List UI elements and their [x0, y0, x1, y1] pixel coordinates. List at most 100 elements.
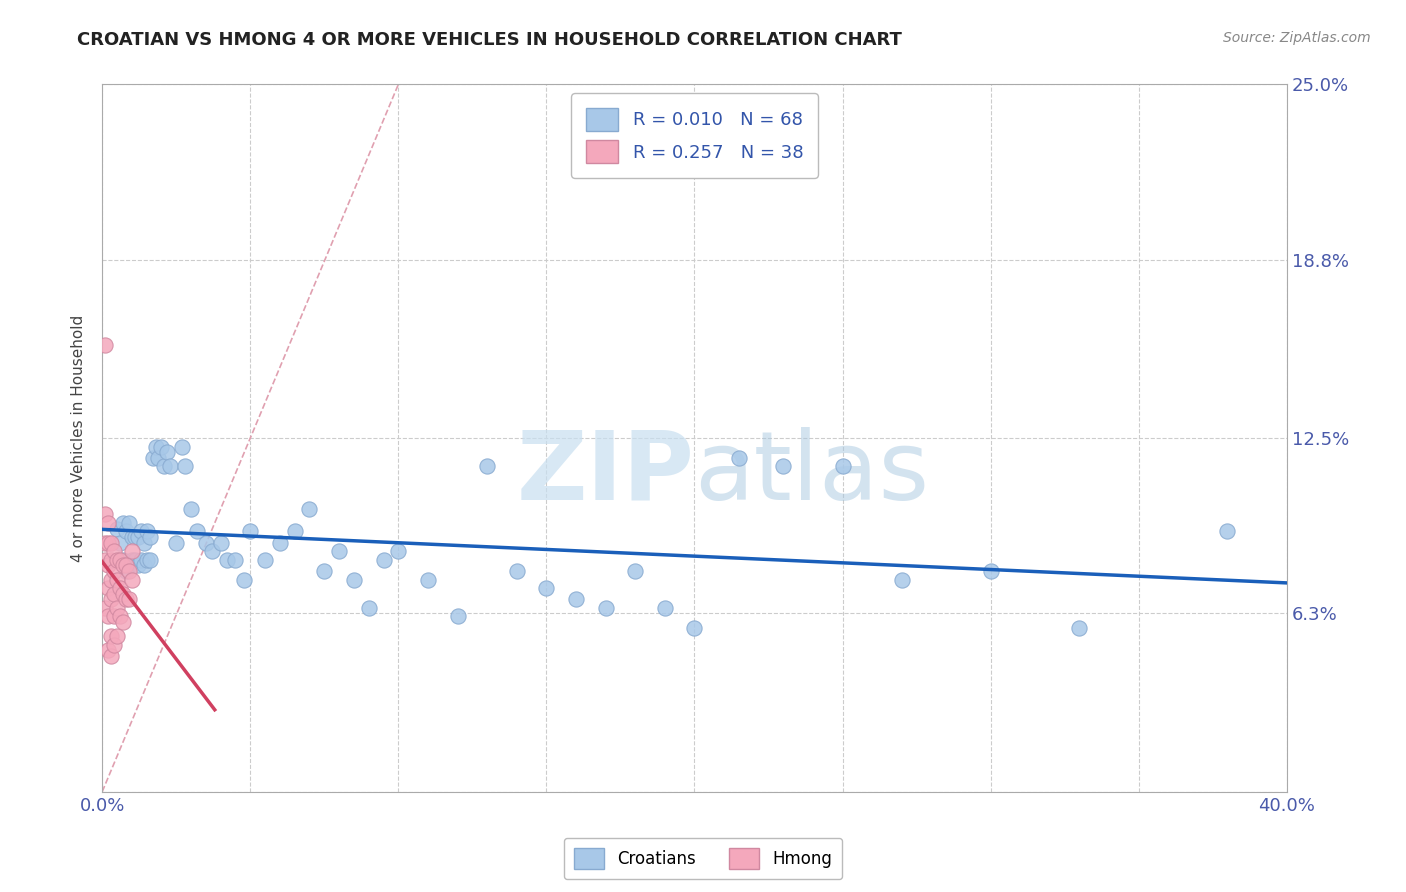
Point	[683, 621, 706, 635]
Point	[108, 609, 131, 624]
Point	[298, 501, 321, 516]
Point	[624, 564, 647, 578]
Legend: Croatians, Hmong: Croatians, Hmong	[564, 838, 842, 880]
Point	[314, 564, 336, 578]
Point	[239, 524, 262, 539]
Point	[118, 558, 141, 573]
Point	[475, 459, 498, 474]
Point	[328, 544, 350, 558]
Point	[654, 600, 676, 615]
Point	[127, 530, 149, 544]
Point	[174, 459, 197, 474]
Point	[105, 573, 128, 587]
Point	[108, 552, 131, 566]
Point	[103, 544, 125, 558]
Point	[194, 535, 217, 549]
Point	[100, 573, 122, 587]
Point	[100, 552, 122, 566]
Point	[118, 564, 141, 578]
Point	[156, 445, 179, 459]
Point	[111, 516, 134, 530]
Point	[97, 558, 120, 573]
Point	[387, 544, 409, 558]
Point	[831, 459, 853, 474]
Point	[111, 615, 134, 629]
Point	[284, 524, 307, 539]
Text: ZIP: ZIP	[516, 427, 695, 520]
Point	[97, 516, 120, 530]
Point	[772, 459, 794, 474]
Point	[111, 587, 134, 601]
Point	[103, 564, 125, 578]
Point	[97, 643, 120, 657]
Point	[132, 558, 155, 573]
Point	[115, 592, 138, 607]
Point	[121, 552, 143, 566]
Point	[343, 573, 366, 587]
Point	[138, 552, 160, 566]
Point	[103, 638, 125, 652]
Point	[94, 508, 117, 522]
Point	[129, 552, 152, 566]
Point	[111, 558, 134, 573]
Point	[165, 535, 187, 549]
Point	[105, 600, 128, 615]
Point	[94, 552, 117, 566]
Point	[890, 573, 912, 587]
Point	[186, 524, 208, 539]
Text: CROATIAN VS HMONG 4 OR MORE VEHICLES IN HOUSEHOLD CORRELATION CHART: CROATIAN VS HMONG 4 OR MORE VEHICLES IN …	[77, 31, 903, 49]
Text: Source: ZipAtlas.com: Source: ZipAtlas.com	[1223, 31, 1371, 45]
Point	[595, 600, 617, 615]
Point	[209, 535, 232, 549]
Point	[94, 600, 117, 615]
Point	[1216, 524, 1239, 539]
Point	[132, 535, 155, 549]
Point	[357, 600, 380, 615]
Point	[135, 524, 157, 539]
Point	[1069, 621, 1091, 635]
Point	[180, 501, 202, 516]
Point	[105, 629, 128, 643]
Point	[153, 459, 176, 474]
Point	[215, 552, 238, 566]
Point	[506, 564, 529, 578]
Legend: R = 0.010   N = 68, R = 0.257   N = 38: R = 0.010 N = 68, R = 0.257 N = 38	[571, 94, 818, 178]
Point	[115, 558, 138, 573]
Point	[138, 530, 160, 544]
Point	[127, 558, 149, 573]
Point	[121, 530, 143, 544]
Point	[124, 552, 146, 566]
Point	[536, 581, 558, 595]
Point	[94, 535, 117, 549]
Point	[269, 535, 291, 549]
Point	[121, 544, 143, 558]
Point	[416, 573, 439, 587]
Point	[224, 552, 246, 566]
Point	[121, 573, 143, 587]
Point	[108, 535, 131, 549]
Point	[118, 516, 141, 530]
Y-axis label: 4 or more Vehicles in Household: 4 or more Vehicles in Household	[72, 315, 86, 562]
Point	[115, 564, 138, 578]
Point	[129, 524, 152, 539]
Point	[145, 440, 167, 454]
Point	[980, 564, 1002, 578]
Point	[118, 592, 141, 607]
Point	[97, 609, 120, 624]
Point	[105, 522, 128, 536]
Point	[100, 629, 122, 643]
Point	[446, 609, 468, 624]
Point	[142, 450, 165, 465]
Point	[100, 648, 122, 663]
Point	[103, 609, 125, 624]
Point	[103, 587, 125, 601]
Point	[105, 552, 128, 566]
Point	[108, 581, 131, 595]
Point	[150, 440, 173, 454]
Point	[115, 524, 138, 539]
Point	[254, 552, 277, 566]
Point	[97, 581, 120, 595]
Point	[172, 440, 194, 454]
Point	[100, 535, 122, 549]
Point	[373, 552, 395, 566]
